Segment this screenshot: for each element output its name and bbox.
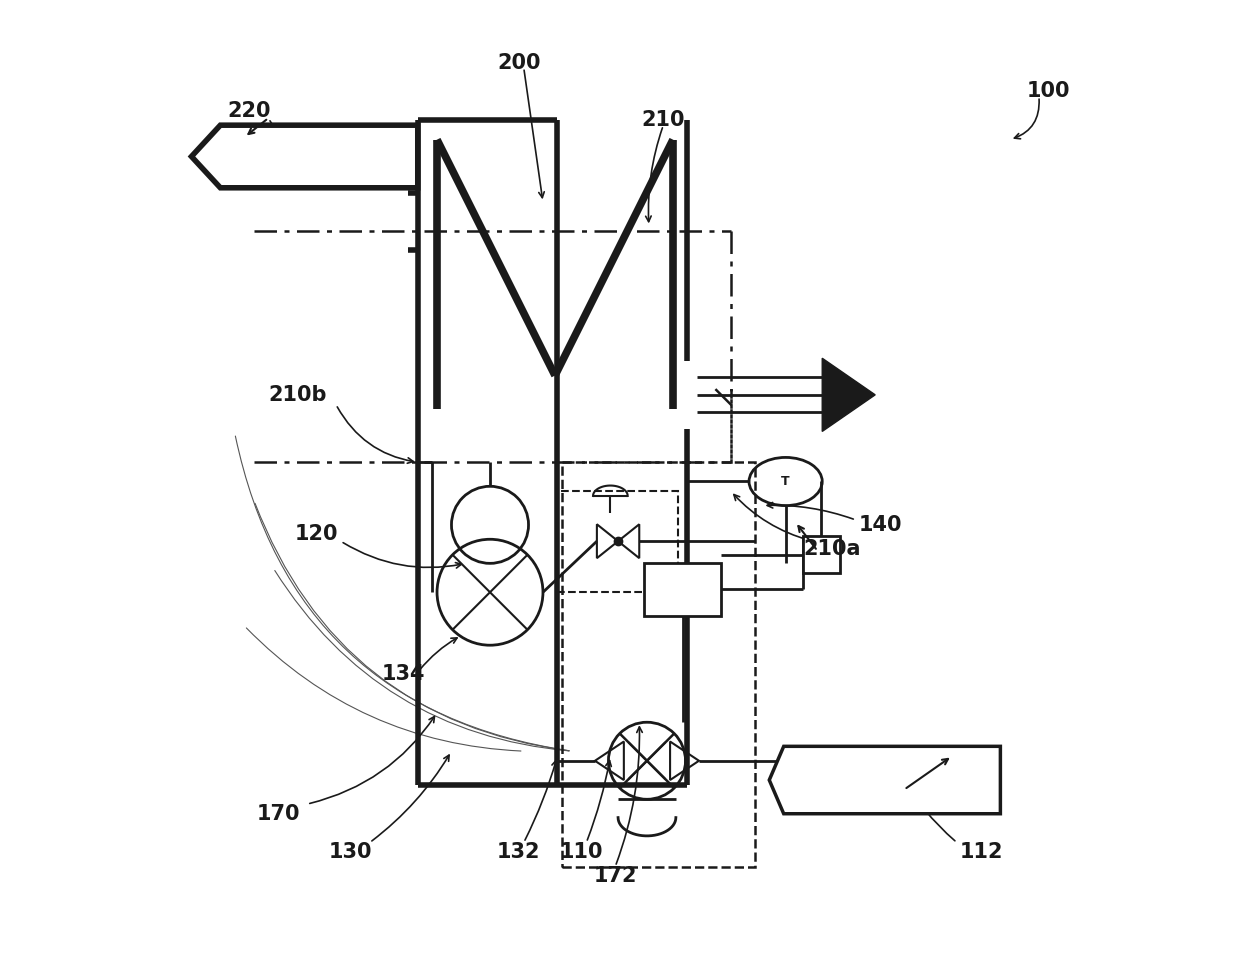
Text: 112: 112 xyxy=(960,843,1003,862)
Bar xyxy=(804,536,839,573)
Bar xyxy=(558,491,678,592)
Polygon shape xyxy=(191,125,418,188)
Polygon shape xyxy=(822,358,875,431)
Text: 100: 100 xyxy=(1027,82,1070,101)
Text: 134: 134 xyxy=(382,664,425,684)
Text: 140: 140 xyxy=(858,515,901,534)
Text: 210b: 210b xyxy=(268,385,326,404)
Text: 170: 170 xyxy=(257,804,300,823)
Text: 132: 132 xyxy=(497,843,541,862)
Text: 220: 220 xyxy=(227,101,272,120)
Text: 200: 200 xyxy=(497,53,541,72)
Text: 120: 120 xyxy=(295,525,339,544)
Text: 172: 172 xyxy=(594,867,637,886)
Text: 130: 130 xyxy=(329,843,372,862)
Polygon shape xyxy=(769,746,1001,814)
Text: 210: 210 xyxy=(641,111,684,130)
Text: T: T xyxy=(781,475,790,488)
Bar xyxy=(562,462,755,867)
Text: 210a: 210a xyxy=(804,539,861,559)
Text: 110: 110 xyxy=(559,843,603,862)
Bar xyxy=(644,562,722,616)
